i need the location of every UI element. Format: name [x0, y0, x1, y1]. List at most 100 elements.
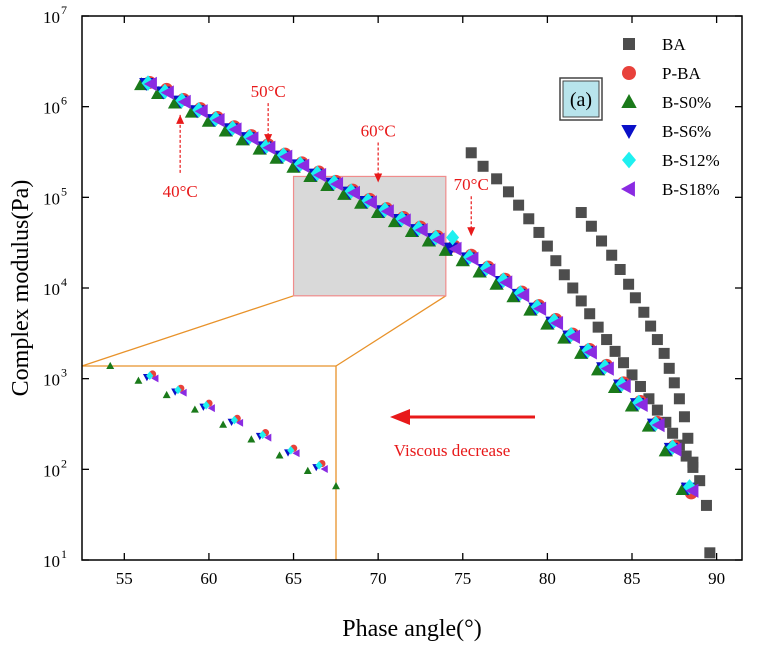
y-axis-title: Complex modulus(Pa) [8, 180, 34, 397]
point-B-S18%-0 [143, 76, 157, 92]
point-B-S18%-24 [550, 315, 564, 331]
inset-series-B-S18% [151, 374, 328, 473]
annotation-temp-1: 50°C [251, 82, 286, 101]
point-B-S12%-18 [446, 229, 460, 246]
x-tick-label: 75 [454, 569, 471, 588]
inset-series-B-S6% [142, 374, 321, 472]
point-B-S18%-10 [313, 167, 327, 183]
inset-point-B-S18%-16 [292, 449, 300, 458]
point-B-S18%-4 [211, 113, 225, 128]
point-B-S18%-15 [397, 213, 411, 228]
inset-point-B-S0%-11 [134, 376, 143, 384]
point-BA-1 [477, 160, 489, 172]
point-BA-40 [663, 362, 675, 374]
inset-point-B-S0%-17 [303, 466, 312, 474]
point-B-S18%-19 [465, 251, 479, 266]
point-BA-39 [658, 347, 670, 359]
legend-label-P-BA: P-BA [662, 64, 701, 83]
annotation-40c: 40°C [163, 182, 198, 201]
legend-label-BA: BA [662, 35, 686, 54]
legend-marker-B-S6% [621, 125, 637, 140]
point-BA-31 [596, 235, 608, 247]
y-tick-label-exponent: 2 [61, 456, 67, 470]
point-BA-7 [541, 240, 553, 252]
point-BA-19 [643, 393, 655, 405]
point-B-S0%-20 [472, 264, 487, 278]
point-B-S18%-3 [194, 104, 208, 119]
y-tick-label-base: 10 [43, 371, 60, 390]
point-BA-22 [667, 427, 679, 439]
legend-label-B-S0%: B-S0% [662, 93, 711, 112]
y-tick-label-exponent: 5 [61, 184, 67, 198]
point-B-S18%-11 [330, 176, 344, 192]
point-B-S18%-20 [482, 263, 496, 278]
point-B-S12%-32 [683, 479, 697, 495]
inset-point-B-S12%-17 [315, 461, 323, 470]
point-B-S18%-22 [516, 288, 530, 303]
x-tick-label: 65 [285, 569, 302, 588]
point-BA-26 [694, 475, 706, 487]
point-BA-41 [668, 377, 680, 389]
x-tick-label: 90 [708, 569, 725, 588]
point-B-S18%-17 [431, 232, 445, 247]
y-tick-label-base: 10 [43, 461, 60, 480]
point-BA-18 [634, 380, 646, 392]
point-B-S18%-23 [533, 301, 547, 316]
point-BA-45 [687, 456, 699, 468]
point-BA-3 [502, 186, 514, 198]
arrow-2-head [374, 173, 383, 183]
point-BA-37 [645, 320, 657, 332]
point-BA-2 [491, 173, 503, 185]
point-BA-16 [618, 357, 630, 369]
x-tick-label: 85 [624, 569, 641, 588]
y-tick-label-base: 10 [43, 8, 60, 27]
inset-point-B-S0%-13 [190, 405, 199, 413]
point-B-S18%-13 [363, 195, 377, 210]
inset-point-B-S12%-11 [146, 371, 154, 381]
panel-label: (a) [570, 89, 592, 111]
point-B-S18%-30 [651, 417, 665, 433]
inset-point-B-S12%-16 [287, 446, 295, 455]
inset-point-B-S0%-10 [106, 361, 115, 370]
point-BA-27 [700, 499, 712, 511]
panel-box-inner [562, 80, 600, 118]
point-B-S18%-7 [262, 140, 276, 155]
point-BA-5 [523, 213, 535, 225]
annotation-temp-3: 70°C [454, 175, 489, 194]
zoom-connector-left [81, 295, 294, 367]
point-B-S18%-32 [685, 483, 699, 498]
point-BA-36 [638, 306, 650, 318]
point-B-S18%-16 [414, 222, 428, 238]
point-B-S18%-26 [583, 345, 597, 360]
point-BA-34 [623, 278, 635, 290]
inset-series-P-BA [148, 370, 326, 468]
point-B-S18%-29 [634, 397, 648, 412]
series-BA [465, 147, 716, 559]
legend-marker-B-S18% [620, 181, 635, 197]
point-B-S18%-21 [499, 275, 513, 290]
y-tick-label-exponent: 1 [61, 547, 67, 561]
point-BA-29 [575, 207, 587, 219]
y-tick-label-exponent: 6 [61, 94, 67, 108]
y-tick-label-base: 10 [43, 99, 60, 118]
point-BA-11 [575, 295, 587, 307]
inset-point-B-S18%-17 [320, 465, 328, 473]
inset-point-B-S0%-18 [332, 482, 340, 490]
arrow-1-head [264, 134, 273, 144]
point-B-S18%-2 [177, 94, 191, 110]
point-BA-8 [550, 255, 562, 267]
point-B-S12%-17 [429, 229, 443, 246]
x-tick-label: 80 [539, 569, 556, 588]
point-BA-30 [585, 220, 597, 232]
inset-point-B-S18%-12 [179, 388, 187, 397]
y-tick-label-exponent: 7 [61, 3, 67, 17]
arrow-3-head [467, 227, 476, 237]
y-tick-label-exponent: 3 [61, 366, 67, 380]
point-B-S18%-6 [245, 131, 259, 146]
point-BA-6 [533, 226, 545, 238]
data-points [134, 75, 716, 559]
point-B-S18%-31 [668, 442, 682, 457]
inset-series-B-S0% [106, 361, 340, 490]
inset-point-B-S0%-14 [219, 420, 228, 428]
